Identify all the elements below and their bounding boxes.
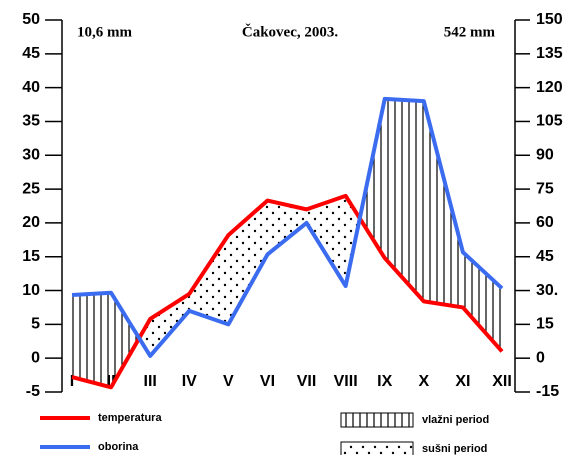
dry-area bbox=[150, 293, 190, 356]
y-tick-label: 25 bbox=[22, 180, 40, 197]
wet-area bbox=[384, 98, 424, 302]
x-tick-label: XII bbox=[492, 373, 512, 390]
x-tick-label: VIII bbox=[334, 373, 358, 390]
y-tick-label: 0 bbox=[31, 349, 40, 366]
y-tick-label: 10 bbox=[22, 282, 40, 299]
chart-title: Čakovec, 2003. bbox=[242, 23, 338, 40]
y2-tick-label: 90 bbox=[536, 146, 554, 163]
x-tick-label: VI bbox=[260, 373, 275, 390]
annotation: 542 mm bbox=[444, 24, 496, 40]
legend-label: vlažni period bbox=[422, 414, 489, 426]
x-tick-label: V bbox=[223, 373, 234, 390]
line bbox=[71, 96, 504, 358]
x-tick-label: IX bbox=[377, 373, 392, 390]
y-tick-label: 15 bbox=[22, 248, 40, 265]
y-tick-label: 40 bbox=[22, 79, 40, 96]
x-tick-label: XI bbox=[455, 373, 470, 390]
x-tick-label: I bbox=[70, 373, 74, 390]
y-tick-label: 35 bbox=[22, 113, 40, 130]
legend-swatch bbox=[340, 412, 414, 428]
x-tick-label: VII bbox=[297, 373, 317, 390]
legend-swatch bbox=[340, 441, 414, 455]
dry-area bbox=[139, 318, 151, 356]
y2-tick-label: 45 bbox=[536, 248, 554, 265]
y2-tick-label: 150 bbox=[536, 11, 563, 28]
legend-label: sušni period bbox=[422, 443, 487, 455]
legend-label: temperatura bbox=[98, 412, 162, 424]
x-tick-label: X bbox=[418, 373, 429, 390]
x-tick-label: III bbox=[144, 373, 157, 390]
y-tick-label: 50 bbox=[22, 11, 40, 28]
dry-area bbox=[267, 200, 307, 255]
y2-tick-label: 105 bbox=[536, 113, 563, 130]
y2-tick-label: 75 bbox=[536, 180, 554, 197]
y2-tick-label: 135 bbox=[536, 45, 563, 62]
wet-area bbox=[72, 292, 112, 388]
line bbox=[71, 193, 504, 390]
y2-tick-label: 120 bbox=[536, 79, 563, 96]
y2-tick-label: 60 bbox=[536, 214, 554, 231]
y2-tick-label: 0 bbox=[536, 349, 545, 366]
y-tick-label: 20 bbox=[22, 214, 40, 231]
x-tick-label: IV bbox=[182, 373, 197, 390]
wet-area bbox=[111, 292, 140, 388]
dry-area bbox=[228, 200, 268, 325]
y2-tick-label: 30. bbox=[536, 282, 558, 299]
annotation: 10,6 mm bbox=[77, 24, 132, 40]
y-tick-label: 5 bbox=[31, 316, 40, 333]
y2-tick-label: 15 bbox=[536, 316, 554, 333]
wet-area bbox=[462, 252, 502, 352]
wet-area bbox=[423, 101, 463, 308]
y-tick-label: 30 bbox=[22, 146, 40, 163]
dry-area bbox=[306, 195, 346, 287]
y2-tick-label: -15 bbox=[536, 383, 559, 400]
wet-area bbox=[359, 98, 385, 259]
y-tick-label: -5 bbox=[26, 383, 40, 400]
legend-label: oborina bbox=[98, 441, 139, 453]
dry-area bbox=[189, 235, 229, 325]
y-tick-label: 45 bbox=[22, 45, 40, 62]
